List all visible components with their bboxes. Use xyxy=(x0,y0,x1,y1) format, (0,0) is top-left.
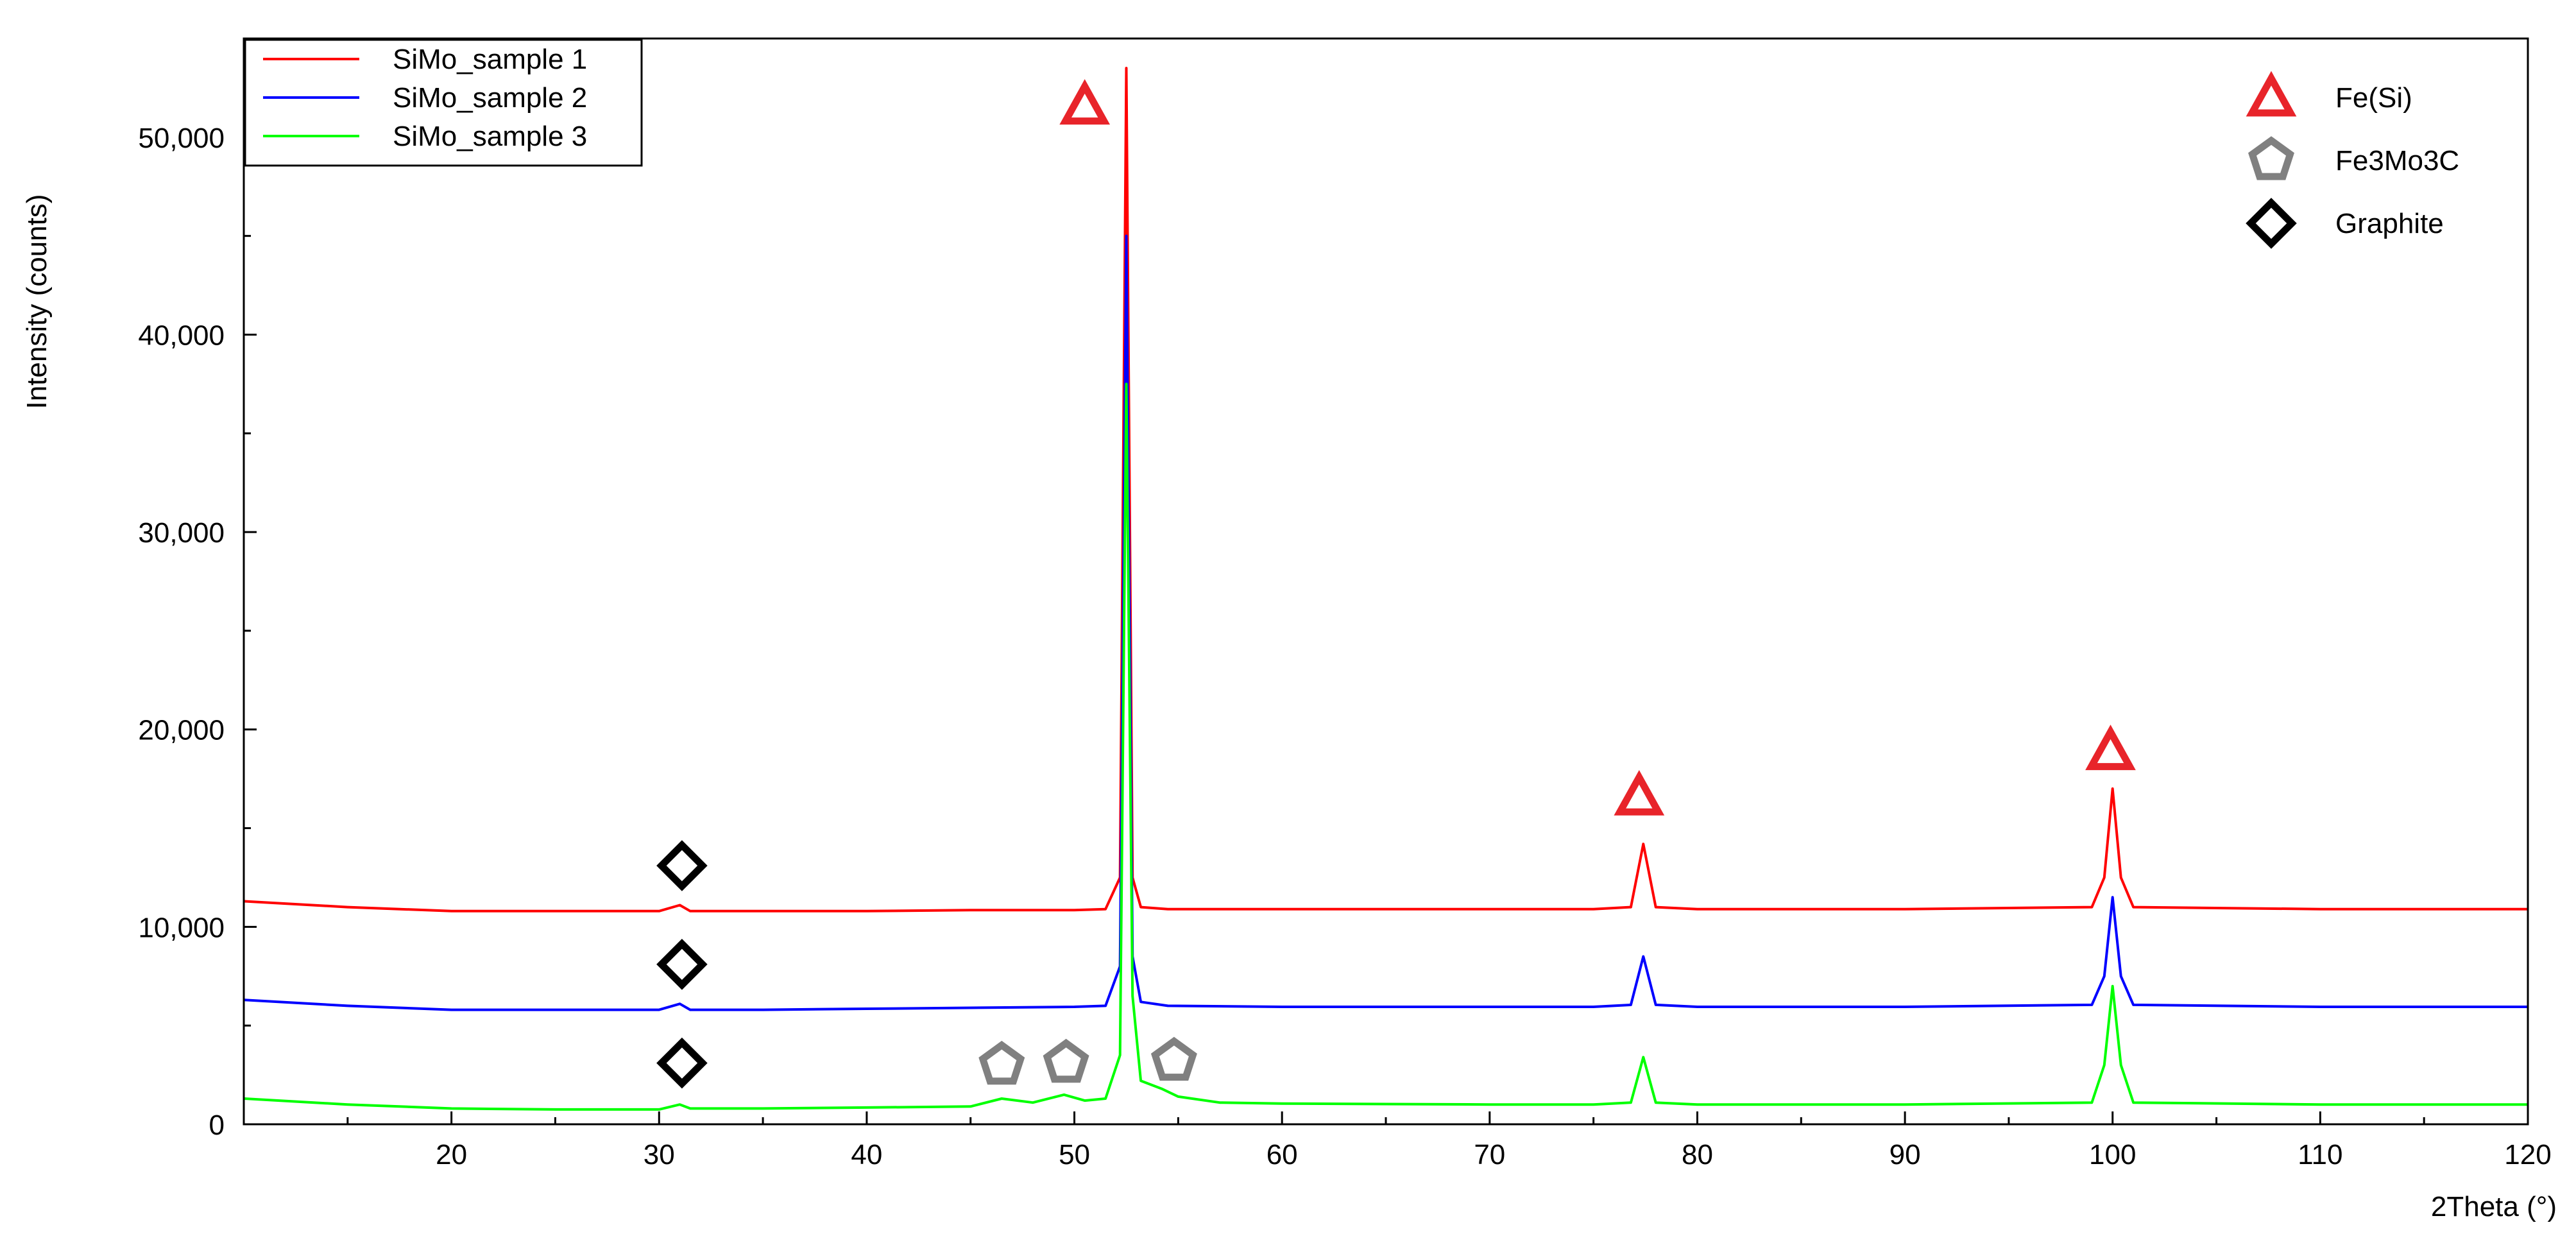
x-tick-label: 110 xyxy=(2298,1139,2342,1170)
peak-marker-diamond xyxy=(656,840,708,891)
marker-legend-label: Fe3Mo3C xyxy=(2335,145,2459,176)
x-axis-title: 2Theta (°) xyxy=(2431,1191,2557,1222)
x-tick-label: 80 xyxy=(1682,1139,1713,1170)
marker-legend-label: Graphite xyxy=(2335,208,2444,239)
legend-marker-triangle xyxy=(2246,71,2297,117)
series-legend: SiMo_sample 1 SiMo_sample 2 SiMo_sample 3 xyxy=(244,39,643,167)
x-tick-label: 50 xyxy=(1059,1139,1090,1170)
x-tick-label: 40 xyxy=(851,1139,882,1170)
peak-marker-pentagon xyxy=(1043,1038,1089,1083)
series-line-2 xyxy=(243,234,2528,1011)
y-tick-label: 40,000 xyxy=(138,320,225,351)
x-tick-label: 100 xyxy=(2089,1139,2136,1170)
y-tick-label: 30,000 xyxy=(138,517,225,549)
marker-legend-label: Fe(Si) xyxy=(2335,82,2412,114)
series-layer xyxy=(243,67,2528,1111)
x-tick-label: 30 xyxy=(644,1139,675,1170)
y-tick-label: 20,000 xyxy=(138,715,225,746)
peak-marker-triangle xyxy=(1059,79,1111,125)
x-tick-label: 60 xyxy=(1267,1139,1298,1170)
y-tick-label: 0 xyxy=(209,1110,225,1141)
peak-marker-pentagon xyxy=(1150,1036,1197,1081)
x-tick-label: 20 xyxy=(436,1139,467,1170)
marker-legend: Fe(Si) Fe3Mo3C Graphite xyxy=(2246,71,2459,249)
series-line-3 xyxy=(243,382,2528,1111)
peak-marker-triangle xyxy=(1614,769,1665,816)
axes-layer: 20 30 40 50 60 70 80 90 100 110 120 0 10,000 20,000 30… xyxy=(138,123,2551,1170)
y-axis-title: Intensity (counts) xyxy=(21,194,53,409)
legend-marker-diamond xyxy=(2246,198,2297,249)
legend-label: SiMo_sample 3 xyxy=(393,121,587,152)
legend-label: SiMo_sample 2 xyxy=(393,82,587,114)
y-tick-label: 10,000 xyxy=(138,912,225,943)
peak-marker-triangle xyxy=(2085,724,2136,771)
series-line-1 xyxy=(243,67,2528,913)
legend-box xyxy=(244,39,643,167)
peak-marker-diamond xyxy=(656,1037,708,1089)
peak-marker-pentagon xyxy=(978,1040,1025,1085)
peak-marker-diamond xyxy=(656,939,708,990)
x-tick-label: 90 xyxy=(1889,1139,1921,1170)
x-tick-label: 70 xyxy=(1474,1139,1505,1170)
x-tick-label: 120 xyxy=(2504,1139,2551,1170)
y-tick-label: 50,000 xyxy=(138,123,225,154)
legend-marker-pentagon xyxy=(2248,136,2294,180)
legend-label: SiMo_sample 1 xyxy=(393,44,587,75)
annotation-layer xyxy=(656,79,2136,1089)
